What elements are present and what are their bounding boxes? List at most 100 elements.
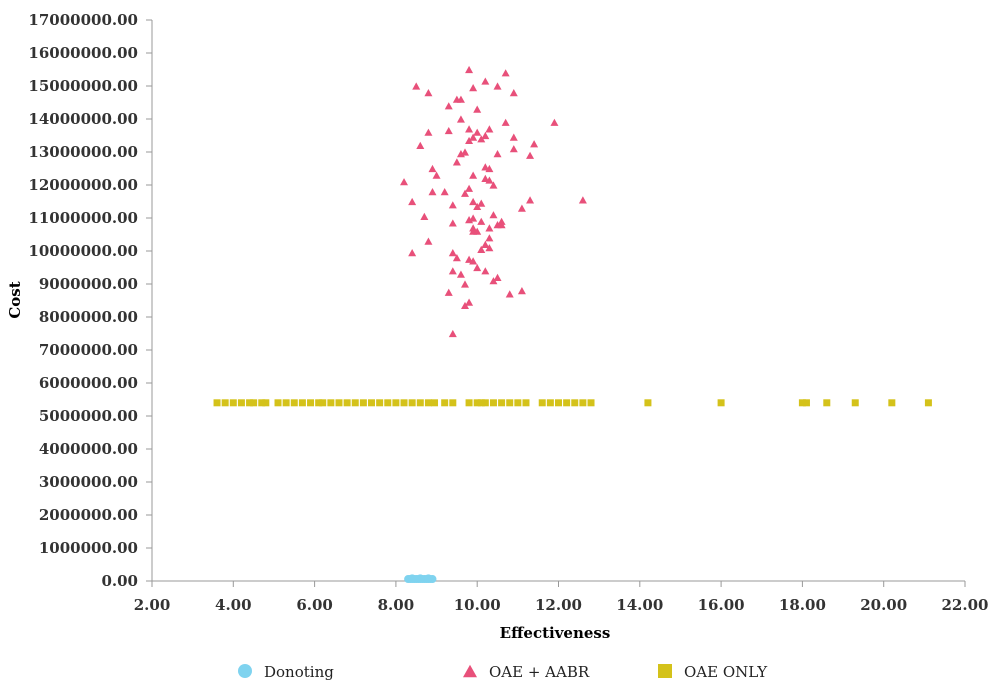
data-point bbox=[481, 267, 490, 275]
data-point bbox=[448, 329, 457, 338]
data-point bbox=[428, 188, 437, 196]
data-point bbox=[473, 105, 482, 113]
data-point bbox=[485, 224, 494, 232]
data-point bbox=[851, 399, 859, 407]
y-tick-label: 1000000.00 bbox=[39, 539, 138, 557]
data-point bbox=[509, 133, 518, 141]
data-point bbox=[213, 399, 221, 407]
data-point bbox=[477, 217, 486, 225]
y-tick-label: 9000000.00 bbox=[39, 275, 138, 293]
y-tick-label: 16000000.00 bbox=[28, 44, 138, 62]
data-point bbox=[298, 399, 306, 407]
legend: Donoting OAE + AABR OAE ONLY bbox=[238, 663, 768, 681]
data-point bbox=[384, 399, 392, 407]
x-tick-label: 2.00 bbox=[134, 596, 171, 614]
y-tick-label: 17000000.00 bbox=[28, 11, 138, 29]
data-point bbox=[416, 141, 425, 149]
data-point bbox=[282, 399, 290, 407]
data-point bbox=[485, 176, 494, 184]
data-point bbox=[465, 136, 474, 145]
x-tick-label: 4.00 bbox=[215, 596, 252, 614]
data-point bbox=[392, 399, 400, 407]
data-point bbox=[517, 204, 526, 212]
data-point bbox=[448, 219, 457, 227]
y-tick-label: 7000000.00 bbox=[39, 341, 138, 359]
data-point bbox=[461, 189, 470, 197]
data-point bbox=[416, 399, 424, 407]
data-point bbox=[501, 118, 510, 126]
data-point bbox=[501, 69, 510, 77]
data-point bbox=[505, 290, 514, 298]
data-point bbox=[493, 82, 502, 90]
data-point bbox=[469, 171, 478, 179]
data-point bbox=[452, 158, 461, 166]
y-tick-label: 10000000.00 bbox=[28, 242, 138, 260]
legend-label: Donoting bbox=[264, 663, 334, 681]
data-point bbox=[420, 212, 429, 220]
legend-label: OAE + AABR bbox=[489, 663, 590, 681]
y-tick-label: 5000000.00 bbox=[39, 407, 138, 425]
data-point bbox=[717, 399, 725, 407]
data-point bbox=[469, 133, 478, 141]
data-point bbox=[469, 84, 478, 92]
axes bbox=[151, 20, 965, 582]
data-point bbox=[550, 118, 559, 126]
x-tick-label: 8.00 bbox=[378, 596, 415, 614]
x-tick-label: 18.00 bbox=[779, 596, 826, 614]
data-point bbox=[351, 399, 359, 407]
data-point bbox=[802, 399, 810, 407]
data-point bbox=[578, 196, 587, 204]
x-tick-label: 16.00 bbox=[698, 596, 745, 614]
data-point bbox=[579, 399, 587, 407]
data-point bbox=[432, 171, 441, 179]
data-point bbox=[498, 399, 506, 407]
data-point bbox=[509, 145, 518, 153]
data-point bbox=[441, 399, 449, 407]
data-point bbox=[359, 399, 367, 407]
x-tick-label: 12.00 bbox=[535, 596, 582, 614]
data-point bbox=[424, 237, 433, 245]
data-point bbox=[456, 115, 465, 123]
x-tick-label: 20.00 bbox=[860, 596, 907, 614]
y-tick-label: 14000000.00 bbox=[28, 110, 138, 128]
series-1 bbox=[400, 65, 587, 338]
data-point bbox=[315, 399, 323, 407]
data-point bbox=[526, 151, 535, 159]
data-point bbox=[555, 399, 562, 407]
legend-label: OAE ONLY bbox=[684, 663, 768, 681]
data-point bbox=[408, 197, 417, 206]
data-point bbox=[469, 257, 478, 265]
data-point bbox=[481, 77, 490, 85]
data-point bbox=[412, 82, 421, 90]
data-point bbox=[456, 270, 465, 278]
data-point bbox=[408, 249, 417, 257]
data-point bbox=[465, 298, 474, 306]
data-point bbox=[522, 399, 530, 407]
data-point bbox=[456, 150, 465, 158]
x-axis-ticks: 2.00 4.00 6.00 8.00 10.00 12.00 14.00 16.00 18.0… bbox=[134, 581, 988, 614]
data-point bbox=[485, 234, 494, 242]
data-point bbox=[431, 399, 439, 407]
data-point bbox=[424, 89, 433, 97]
data-point bbox=[493, 273, 502, 281]
data-point bbox=[448, 201, 457, 209]
data-point bbox=[473, 399, 481, 407]
x-tick-label: 10.00 bbox=[454, 596, 501, 614]
data-point bbox=[473, 263, 482, 272]
data-point bbox=[440, 188, 449, 196]
data-point bbox=[221, 399, 229, 407]
data-point bbox=[469, 197, 478, 206]
data-point bbox=[246, 399, 254, 407]
data-point bbox=[489, 211, 498, 219]
y-axis-ticks: 0.00 1000000.00 2000000.00 3000000.00 400000… bbox=[28, 11, 152, 590]
data-point bbox=[424, 128, 433, 136]
data-point bbox=[489, 399, 497, 407]
data-point bbox=[448, 267, 457, 275]
data-point bbox=[237, 399, 245, 407]
data-point bbox=[368, 399, 376, 407]
data-point bbox=[262, 399, 270, 407]
data-point bbox=[477, 199, 486, 207]
x-tick-label: 6.00 bbox=[296, 596, 333, 614]
data-point bbox=[517, 287, 526, 295]
